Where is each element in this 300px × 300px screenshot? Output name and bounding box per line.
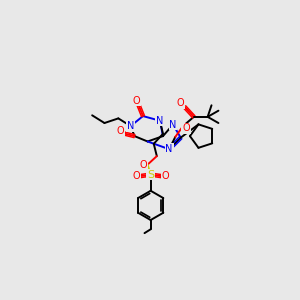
Text: O: O bbox=[161, 171, 169, 181]
Text: N: N bbox=[127, 121, 134, 131]
Text: N: N bbox=[169, 119, 177, 130]
Text: O: O bbox=[177, 98, 184, 108]
Text: O: O bbox=[132, 171, 140, 181]
Text: O: O bbox=[182, 123, 190, 134]
Text: S: S bbox=[147, 169, 154, 180]
Text: N: N bbox=[166, 144, 173, 154]
Text: N: N bbox=[156, 116, 164, 126]
Text: O: O bbox=[117, 127, 124, 136]
Text: O: O bbox=[133, 96, 141, 106]
Text: O: O bbox=[140, 160, 148, 170]
